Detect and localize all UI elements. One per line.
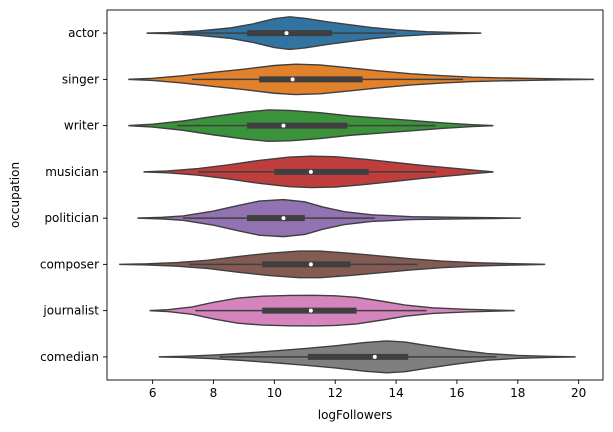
y-tick-label-politician: politician bbox=[44, 211, 99, 225]
x-tick-label-18: 18 bbox=[510, 386, 525, 400]
y-tick-label-journalist: journalist bbox=[42, 304, 99, 318]
iqr-box-singer bbox=[259, 76, 363, 83]
x-tick-label-12: 12 bbox=[328, 386, 343, 400]
y-tick-label-singer: singer bbox=[62, 72, 99, 86]
y-tick-label-writer: writer bbox=[64, 119, 99, 133]
iqr-box-actor bbox=[246, 30, 333, 37]
median-point-writer bbox=[281, 123, 286, 128]
x-tick-label-10: 10 bbox=[267, 386, 282, 400]
x-tick-label-8: 8 bbox=[210, 386, 218, 400]
median-point-actor bbox=[284, 31, 289, 36]
median-point-journalist bbox=[308, 308, 313, 313]
y-tick-label-comedian: comedian bbox=[40, 350, 99, 364]
violins-layer bbox=[119, 16, 594, 374]
x-tick-label-6: 6 bbox=[149, 386, 157, 400]
x-tick-label-16: 16 bbox=[449, 386, 464, 400]
median-point-singer bbox=[290, 77, 295, 82]
iqr-box-musician bbox=[274, 168, 369, 175]
median-point-comedian bbox=[372, 354, 377, 359]
plot-frame bbox=[106, 9, 604, 381]
median-point-musician bbox=[308, 169, 313, 174]
iqr-box-writer bbox=[246, 122, 348, 129]
iqr-box-politician bbox=[246, 215, 305, 222]
y-tick-label-musician: musician bbox=[45, 165, 99, 179]
y-axis-ticks: actor singer writer musician politician compo… bbox=[40, 26, 107, 364]
x-tick-label-14: 14 bbox=[388, 386, 403, 400]
iqr-box-composer bbox=[262, 261, 351, 268]
x-axis-title: logFollowers bbox=[318, 408, 393, 422]
median-point-composer bbox=[308, 262, 313, 267]
x-tick-label-20: 20 bbox=[571, 386, 586, 400]
y-tick-label-composer: composer bbox=[40, 257, 99, 271]
median-point-politician bbox=[281, 216, 286, 221]
y-tick-label-actor: actor bbox=[68, 26, 99, 40]
y-axis-title: occupation bbox=[8, 162, 22, 228]
iqr-box-comedian bbox=[307, 353, 409, 360]
x-axis-ticks: 6 8 10 12 14 16 18 20 bbox=[149, 380, 586, 400]
